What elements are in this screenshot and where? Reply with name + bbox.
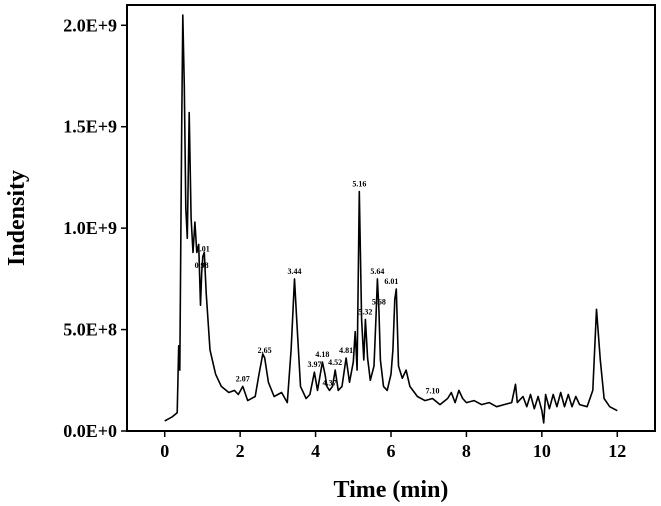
x-tick-label: 6 — [387, 441, 396, 461]
x-tick-label: 10 — [533, 441, 551, 461]
x-tick-label: 8 — [462, 441, 471, 461]
x-axis-title: Time (min) — [334, 477, 449, 503]
peak-label: 4.52 — [328, 358, 342, 367]
y-tick-label: 0.0E+0 — [63, 421, 117, 441]
peak-label: 0.98 — [195, 261, 209, 270]
y-axis: 0.0E+0 5.0E+8 1.0E+9 1.5E+9 2.0E+9 — [63, 15, 127, 441]
peak-label: 5.32 — [358, 307, 372, 316]
x-tick-label: 2 — [236, 441, 245, 461]
peak-label: 2.65 — [258, 346, 272, 355]
peak-label: 4.18 — [315, 350, 329, 359]
peak-label: 4.37 — [323, 378, 337, 387]
peak-label: 4.81 — [339, 346, 353, 355]
y-tick-label: 1.0E+9 — [63, 218, 117, 238]
peak-label: 3.97 — [307, 360, 321, 369]
peak-label: 7.10 — [425, 387, 439, 396]
x-axis: 0 2 4 6 8 10 12 — [160, 431, 626, 461]
peak-label: 1.01 — [196, 245, 210, 254]
peak-label: 2.07 — [236, 374, 250, 383]
x-tick-label: 12 — [608, 441, 626, 461]
y-axis-title: Indensity — [4, 170, 30, 266]
chromatogram-trace — [164, 14, 618, 424]
peak-label: 5.64 — [370, 267, 384, 276]
peak-annotations: 0.98 1.01 2.07 2.65 3.44 3.974.18 4.37 4.52 4.81… — [195, 180, 440, 396]
y-tick-label: 2.0E+9 — [63, 15, 117, 35]
peak-label: 5.16 — [352, 180, 366, 189]
x-tick-label: 0 — [160, 441, 169, 461]
peak-label: 5.68 — [372, 297, 386, 306]
peak-label: 6.01 — [384, 277, 398, 286]
peak-label: 3.44 — [287, 267, 301, 276]
y-tick-label: 1.5E+9 — [63, 117, 117, 137]
y-tick-label: 5.0E+8 — [63, 320, 117, 340]
x-tick-label: 4 — [311, 441, 320, 461]
